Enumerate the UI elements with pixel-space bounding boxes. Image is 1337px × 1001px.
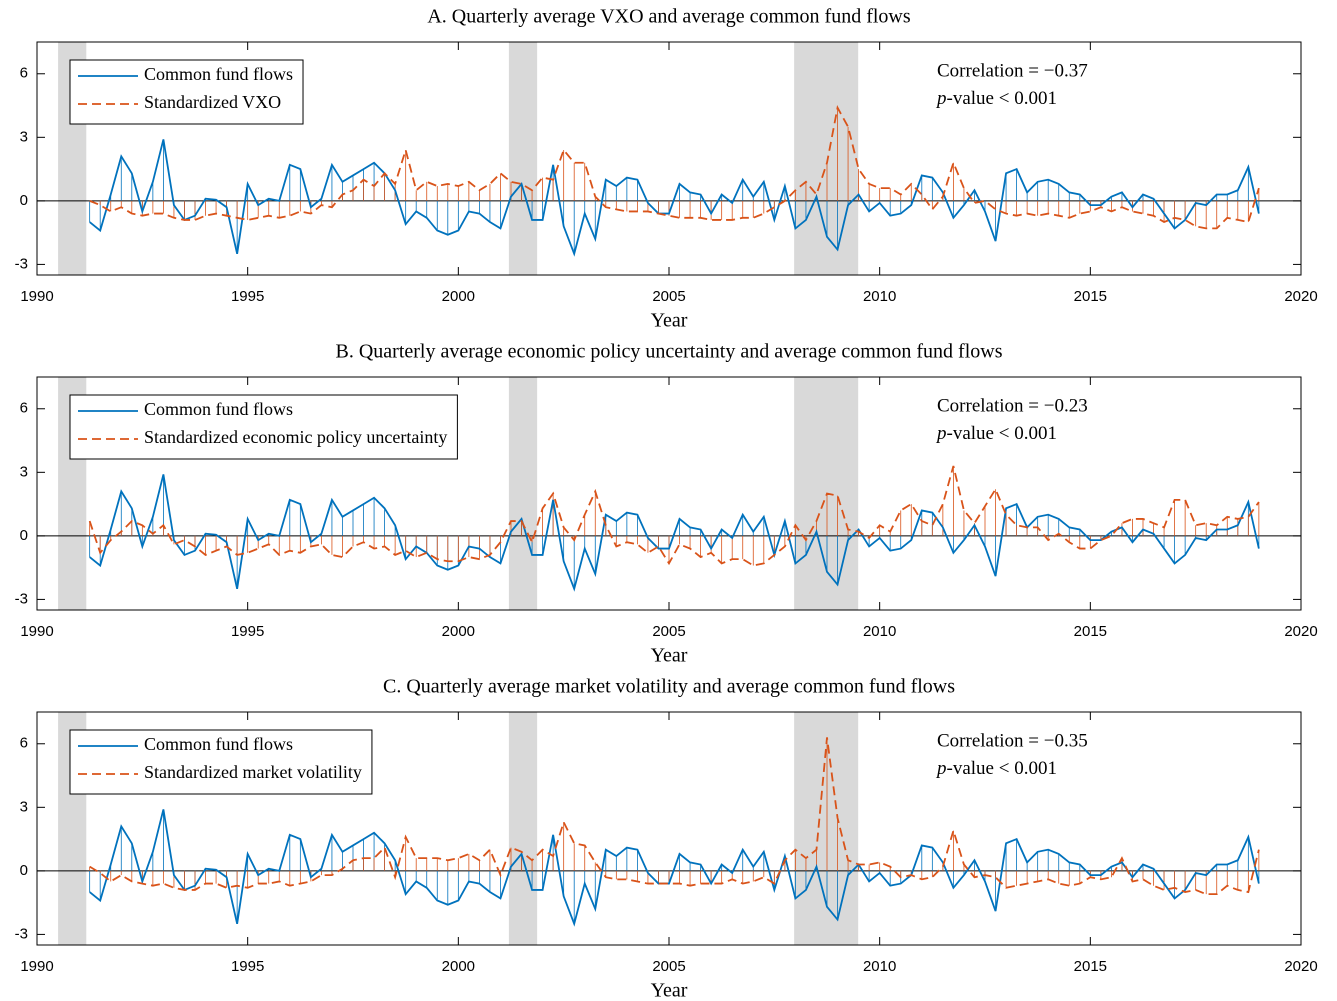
legend-box	[69, 394, 458, 460]
x-tick-label: 2015	[1074, 623, 1107, 640]
y-tick-label: 6	[20, 400, 28, 417]
shaded-period	[794, 712, 859, 945]
x-tick-label: 2010	[863, 958, 896, 975]
chart-title: B. Quarterly average economic policy unc…	[336, 341, 1003, 363]
legend-label: Standardized economic policy uncertainty	[144, 427, 447, 447]
series-line	[89, 737, 1260, 896]
legend-box	[69, 729, 373, 795]
x-tick-label: 1995	[231, 623, 264, 640]
legend: Common fund flows Standardized market vol…	[69, 729, 373, 795]
x-tick-label: 2005	[652, 958, 685, 975]
x-tick-label: 2000	[442, 958, 475, 975]
y-tick-label: 3	[20, 128, 28, 145]
legend-label: Common fund flows	[144, 734, 293, 754]
y-tick-label: 0	[20, 527, 28, 544]
x-tick-label: 1995	[231, 958, 264, 975]
x-tick-label: 1990	[20, 288, 53, 305]
legend: Common fund flows Standardized economic p…	[69, 394, 458, 460]
legend-label: Common fund flows	[144, 399, 293, 419]
shaded-period	[794, 42, 859, 275]
y-tick-label: 0	[20, 862, 28, 879]
y-tick-label: 6	[20, 65, 28, 82]
y-tick-label: -3	[15, 590, 28, 607]
annotation: p-value < 0.001	[935, 423, 1057, 444]
x-tick-label: 2005	[652, 623, 685, 640]
legend-box	[69, 59, 304, 125]
series-line	[89, 809, 1260, 927]
x-tick-label: 2015	[1074, 288, 1107, 305]
annotation: Correlation = −0.37	[937, 60, 1088, 81]
x-tick-label: 2010	[863, 288, 896, 305]
legend-label: Common fund flows	[144, 64, 293, 84]
legend-label: Standardized VXO	[144, 92, 281, 112]
series-line	[89, 474, 1260, 592]
shaded-period	[508, 377, 538, 610]
series-line	[88, 465, 1260, 567]
annotation: p-value < 0.001	[935, 88, 1057, 109]
y-tick-label: 3	[20, 798, 28, 815]
annotation: Correlation = −0.23	[937, 395, 1088, 416]
annotation: p-value < 0.001	[935, 758, 1057, 779]
x-tick-label: 2020	[1284, 623, 1317, 640]
panel: A. Quarterly average VXO and average com…	[15, 6, 1318, 332]
shaded-period	[508, 42, 538, 275]
x-axis-label: Year	[651, 980, 688, 1001]
legend-label: Standardized market volatility	[144, 762, 362, 782]
x-tick-label: 1995	[231, 288, 264, 305]
y-tick-label: 6	[20, 735, 28, 752]
x-tick-label: 2015	[1074, 958, 1107, 975]
x-tick-label: 1990	[20, 623, 53, 640]
y-tick-label: -3	[15, 925, 28, 942]
x-tick-label: 2020	[1284, 288, 1317, 305]
x-tick-label: 2000	[442, 288, 475, 305]
x-tick-label: 2020	[1284, 958, 1317, 975]
legend: Common fund flows Standardized VXO	[69, 59, 304, 125]
chart-title: C. Quarterly average market volatility a…	[383, 676, 955, 698]
y-tick-label: -3	[15, 255, 28, 272]
series-line	[89, 139, 1260, 257]
x-tick-label: 1990	[20, 958, 53, 975]
series-line	[89, 105, 1260, 230]
x-tick-label: 2005	[652, 288, 685, 305]
x-tick-label: 2000	[442, 623, 475, 640]
x-tick-label: 2010	[863, 623, 896, 640]
x-axis-label: Year	[651, 645, 688, 667]
annotation: Correlation = −0.35	[937, 730, 1088, 751]
panel: C. Quarterly average market volatility a…	[15, 676, 1318, 1001]
panel: B. Quarterly average economic policy unc…	[15, 341, 1318, 667]
y-tick-label: 0	[20, 192, 28, 209]
chart-title: A. Quarterly average VXO and average com…	[427, 6, 911, 28]
y-tick-label: 3	[20, 463, 28, 480]
x-axis-label: Year	[651, 310, 688, 332]
shaded-period	[508, 712, 538, 945]
